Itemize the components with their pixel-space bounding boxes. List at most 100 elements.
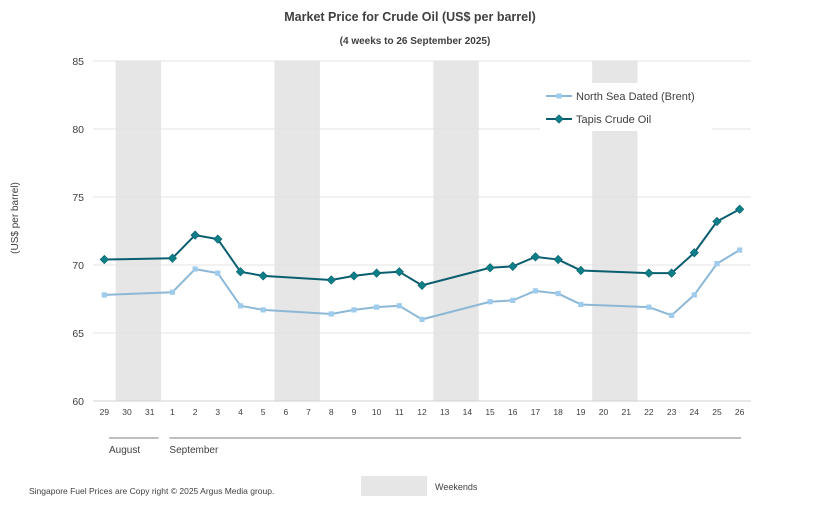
x-tick-7-9: 7 — [306, 407, 311, 417]
series-1-point-15-17 — [487, 299, 493, 305]
x-tick-29-0: 29 — [100, 407, 110, 417]
x-tick-3-5: 3 — [215, 407, 220, 417]
series-2-point-29-0 — [99, 254, 109, 265]
series-1-point-2-4 — [192, 266, 198, 272]
series-2-point-3-5 — [213, 234, 223, 244]
x-tick-13-15: 13 — [440, 407, 450, 417]
series-1-point-26-28 — [737, 247, 743, 253]
series-lines — [104, 208, 741, 321]
copyright-footer: Singapore Fuel Prices are Copy right © 2… — [29, 486, 275, 496]
x-tick-labels: 29 30 31 1 2 3 4 5 6 7 8 9 10 11 12 13 14 15 16 17 18 19 20 21 2… — [100, 407, 745, 417]
x-tick-14-16: 14 — [463, 407, 473, 417]
month-axis: August September — [109, 437, 741, 456]
x-tick-31-2: 31 — [145, 407, 155, 417]
x-tick-21-23: 21 — [621, 407, 631, 417]
x-tick-12-14: 12 — [417, 407, 427, 417]
weekend-band-3 — [433, 61, 479, 401]
y-tick-85: 85 — [72, 56, 84, 68]
series-2-point-10-12 — [371, 268, 382, 278]
legend-marker-2 — [554, 114, 564, 124]
x-tick-18-20: 18 — [553, 407, 563, 417]
legend-box — [540, 83, 712, 131]
x-tick-20-22: 20 — [599, 407, 609, 417]
series-1-point-9-11 — [351, 307, 357, 313]
series-2-point-9-11 — [349, 271, 359, 281]
x-tick-1-3: 1 — [170, 407, 175, 417]
series-2-point-23-25 — [666, 268, 677, 278]
series-1-point-1-3 — [169, 289, 176, 295]
legend: North Sea Dated (Brent) Tapis Crude Oil — [540, 83, 712, 131]
y-tick-70: 70 — [72, 260, 84, 272]
y-tick-75: 75 — [72, 192, 84, 204]
x-tick-6-8: 6 — [283, 407, 288, 417]
series-1-point-17-19 — [532, 288, 539, 294]
series-1-point-11-13 — [396, 303, 402, 309]
series-1-point-29-0 — [101, 292, 107, 298]
x-tick-4-6: 4 — [238, 407, 243, 417]
weekend-band-1 — [115, 61, 162, 401]
x-tick-30-1: 30 — [122, 407, 132, 417]
series-1-point-22-24 — [646, 304, 652, 310]
series-2-point-2-4 — [190, 230, 200, 240]
series-1-point-3-5 — [215, 270, 221, 276]
x-tick-2-4: 2 — [193, 407, 198, 417]
month-label-august: August — [109, 445, 140, 456]
x-tick-16-18: 16 — [508, 407, 518, 417]
weekend-band-2 — [274, 61, 320, 401]
month-label-september: September — [169, 445, 219, 456]
x-tick-8-10: 8 — [329, 407, 334, 417]
x-tick-25-27: 25 — [712, 407, 722, 417]
x-tick-22-24: 22 — [644, 407, 654, 417]
series-2-point-5-7 — [258, 271, 268, 281]
series-1-point-4-6 — [237, 303, 244, 309]
series-1-point-10-12 — [374, 304, 380, 310]
x-tick-10-12: 10 — [372, 407, 382, 417]
weekend-legend-label: Weekends — [435, 482, 478, 492]
y-tick-65: 65 — [72, 328, 84, 340]
series-2-point-25-27 — [712, 216, 722, 227]
series-2-point-26-28 — [735, 204, 745, 214]
series-2-point-4-6 — [235, 267, 246, 277]
series-1-point-19-21 — [578, 301, 584, 308]
series-2-point-17-19 — [530, 252, 541, 262]
series-line-2 — [104, 208, 741, 287]
legend-label-2: Tapis Crude Oil — [576, 114, 651, 126]
series-2-point-19-21 — [576, 265, 586, 276]
x-tick-5-7: 5 — [261, 407, 266, 417]
x-tick-17-19: 17 — [531, 407, 541, 417]
series-1-point-5-7 — [260, 307, 266, 313]
y-tick-80: 80 — [72, 124, 84, 136]
series-2-point-15-17 — [485, 263, 495, 273]
legend-marker-1 — [556, 93, 562, 99]
x-tick-19-21: 19 — [576, 407, 586, 417]
x-tick-23-25: 23 — [667, 407, 677, 417]
series-2-point-18-20 — [553, 254, 563, 265]
series-1-point-12-14 — [419, 316, 425, 322]
y-axis-label: (US$ per barrel) — [10, 182, 21, 254]
series-2-point-1-3 — [167, 253, 178, 263]
x-tick-24-26: 24 — [690, 407, 700, 417]
x-tick-9-11: 9 — [352, 407, 357, 417]
series-1-point-8-10 — [328, 311, 334, 317]
series-1-point-25-27 — [714, 261, 720, 267]
series-2-point-22-24 — [644, 268, 654, 278]
series-2-point-8-10 — [326, 275, 336, 285]
series-1-point-16-18 — [510, 297, 516, 303]
x-tick-26-28: 26 — [735, 407, 745, 417]
series-1-point-23-25 — [668, 312, 675, 318]
y-tick-60: 60 — [72, 396, 84, 408]
series-2-point-16-18 — [508, 261, 518, 271]
x-tick-11-13: 11 — [395, 407, 404, 417]
legend-label-1: North Sea Dated (Brent) — [576, 91, 695, 103]
chart-subtitle: (4 weeks to 26 September 2025) — [339, 36, 491, 47]
series-markers — [99, 204, 745, 322]
weekend-legend-swatch — [361, 476, 427, 496]
series-2-point-11-13 — [394, 267, 404, 277]
y-tick-labels: 60 65 70 75 80 85 — [72, 56, 84, 408]
series-1-point-18-20 — [555, 290, 561, 297]
x-tick-15-17: 15 — [485, 407, 495, 417]
chart-title: Market Price for Crude Oil (US$ per barr… — [284, 10, 536, 24]
series-2-point-24-26 — [689, 248, 699, 258]
series-1-point-24-26 — [691, 292, 697, 298]
